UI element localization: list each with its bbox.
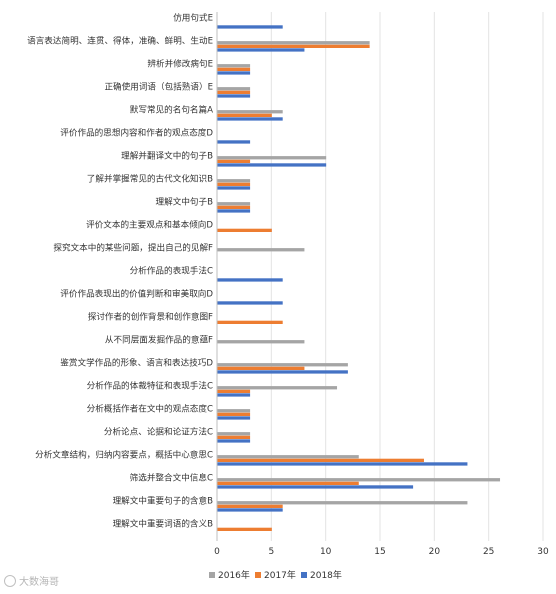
bar-2017年	[217, 458, 424, 462]
legend-swatch	[209, 572, 215, 578]
bar-2017年	[217, 90, 251, 94]
bar-2017年	[217, 366, 305, 370]
bar-2017年	[217, 113, 272, 117]
category-label: 默写常见的名句名篇A	[130, 104, 213, 116]
x-tick-label: 10	[320, 547, 332, 557]
bar-2018年	[217, 186, 251, 190]
bar-2018年	[217, 163, 327, 167]
bar-2016年	[217, 110, 283, 114]
bar-2016年	[217, 340, 305, 344]
category-label: 理解文中重要句子的含意B	[113, 495, 214, 507]
category-label: 分析文章结构，归纳内容要点，概括中心意思C	[35, 449, 213, 461]
bar-2016年	[217, 386, 338, 390]
category-label: 分析作品的体裁特征和表现手法C	[87, 380, 213, 392]
bar-2018年	[217, 462, 468, 466]
bar-2018年	[217, 416, 251, 420]
bar-2016年	[217, 455, 359, 459]
category-label: 探讨作者的创作背景和创作意图F	[88, 311, 213, 323]
category-label: 评价作品的思想内容和作者的观点态度D	[60, 127, 213, 139]
watermark: 大数海哥	[4, 573, 59, 588]
x-tick-label: 15	[374, 547, 385, 557]
category-label: 从不同层面发掘作品的意蕴F	[105, 334, 213, 346]
legend-label: 2016年	[218, 569, 250, 581]
category-label: 语言表达简明、连贯、得体，准确、鲜明、生动E	[27, 35, 213, 47]
x-tick-label: 20	[429, 547, 441, 557]
category-label: 筛选并整合文中信息C	[130, 472, 213, 484]
bar-2018年	[217, 71, 251, 75]
bar-2017年	[217, 205, 251, 209]
weibo-icon	[4, 575, 16, 587]
x-tick-labels: 0 5 10 15 20 25 30	[214, 547, 549, 557]
bar-2016年	[217, 41, 370, 45]
bar-2016年	[217, 87, 251, 91]
legend-swatch	[255, 572, 261, 578]
bar-2018年	[217, 439, 251, 443]
bar-2016年	[217, 202, 251, 206]
x-tick-label: 30	[537, 547, 549, 557]
category-label: 辨析并修改病句E	[147, 58, 213, 70]
category-label: 分析作品的表现手法C	[130, 265, 213, 277]
bar-2016年	[217, 478, 501, 482]
bar-2018年	[217, 25, 283, 29]
category-label: 分析概括作者在文中的观点态度C	[87, 403, 213, 415]
bar-2016年	[217, 64, 251, 68]
category-label: 仿用句式E	[173, 12, 213, 24]
category-label: 鉴赏文学作品的形象、语言和表达技巧D	[60, 357, 213, 369]
category-label: 评价文本的主要观点和基本倾向D	[86, 219, 213, 231]
watermark-text: 大数海哥	[19, 577, 59, 588]
bar-2016年	[217, 179, 251, 183]
x-tick-label: 5	[268, 547, 274, 557]
bar-2018年	[217, 140, 251, 144]
bar-2017年	[217, 389, 251, 393]
bar-2016年	[217, 501, 468, 505]
category-label: 理解并翻译文中的句子B	[121, 150, 213, 162]
legend-swatch	[301, 572, 307, 578]
bar-2017年	[217, 435, 251, 439]
bar-2017年	[217, 159, 251, 163]
bar-2017年	[217, 320, 283, 324]
bar-2017年	[217, 527, 272, 531]
bar-2018年	[217, 370, 348, 374]
bar-2017年	[217, 481, 359, 485]
bar-2018年	[217, 278, 283, 282]
bar-2016年	[217, 432, 251, 436]
bar-2017年	[217, 412, 251, 416]
x-tick-label: 0	[214, 547, 220, 557]
bar-2016年	[217, 409, 251, 413]
bar-2018年	[217, 301, 283, 305]
x-tick-label: 25	[483, 547, 494, 557]
bar-2018年	[217, 393, 251, 397]
bar-2017年	[217, 67, 251, 71]
bar-2016年	[217, 363, 348, 367]
bars	[217, 25, 501, 531]
bar-2017年	[217, 44, 370, 48]
bar-2017年	[217, 228, 272, 232]
bar-2017年	[217, 182, 251, 186]
legend-label: 2017年	[264, 569, 296, 581]
legend-label: 2018年	[310, 569, 342, 581]
category-labels: 仿用句式E 语言表达简明、连贯、得体，准确、鲜明、生动E 辨析并修改病句E 正确使用词…	[27, 12, 213, 530]
bar-2018年	[217, 508, 283, 512]
category-label: 理解文中重要词语的含义B	[113, 518, 214, 530]
bar-2018年	[217, 48, 305, 52]
gridlines	[216, 12, 544, 541]
legend: 2016年 2017年 2018年	[209, 569, 342, 581]
category-label: 正确使用词语（包括熟语）E	[104, 81, 213, 93]
category-label: 了解并掌握常见的古代文化知识B	[87, 173, 213, 185]
bar-2018年	[217, 94, 251, 98]
category-label: 分析论点、论据和论证方法C	[104, 426, 213, 438]
bar-2016年	[217, 248, 305, 252]
category-label: 评价作品表现出的价值判断和审美取向D	[60, 288, 213, 300]
bar-2018年	[217, 485, 414, 489]
category-label: 理解文中句子B	[156, 196, 214, 208]
bar-2018年	[217, 209, 251, 213]
bar-2018年	[217, 117, 283, 121]
bar-2016年	[217, 156, 327, 160]
category-label: 探究文本中的某些问题，提出自己的见解F	[53, 242, 213, 254]
bar-2017年	[217, 504, 283, 508]
